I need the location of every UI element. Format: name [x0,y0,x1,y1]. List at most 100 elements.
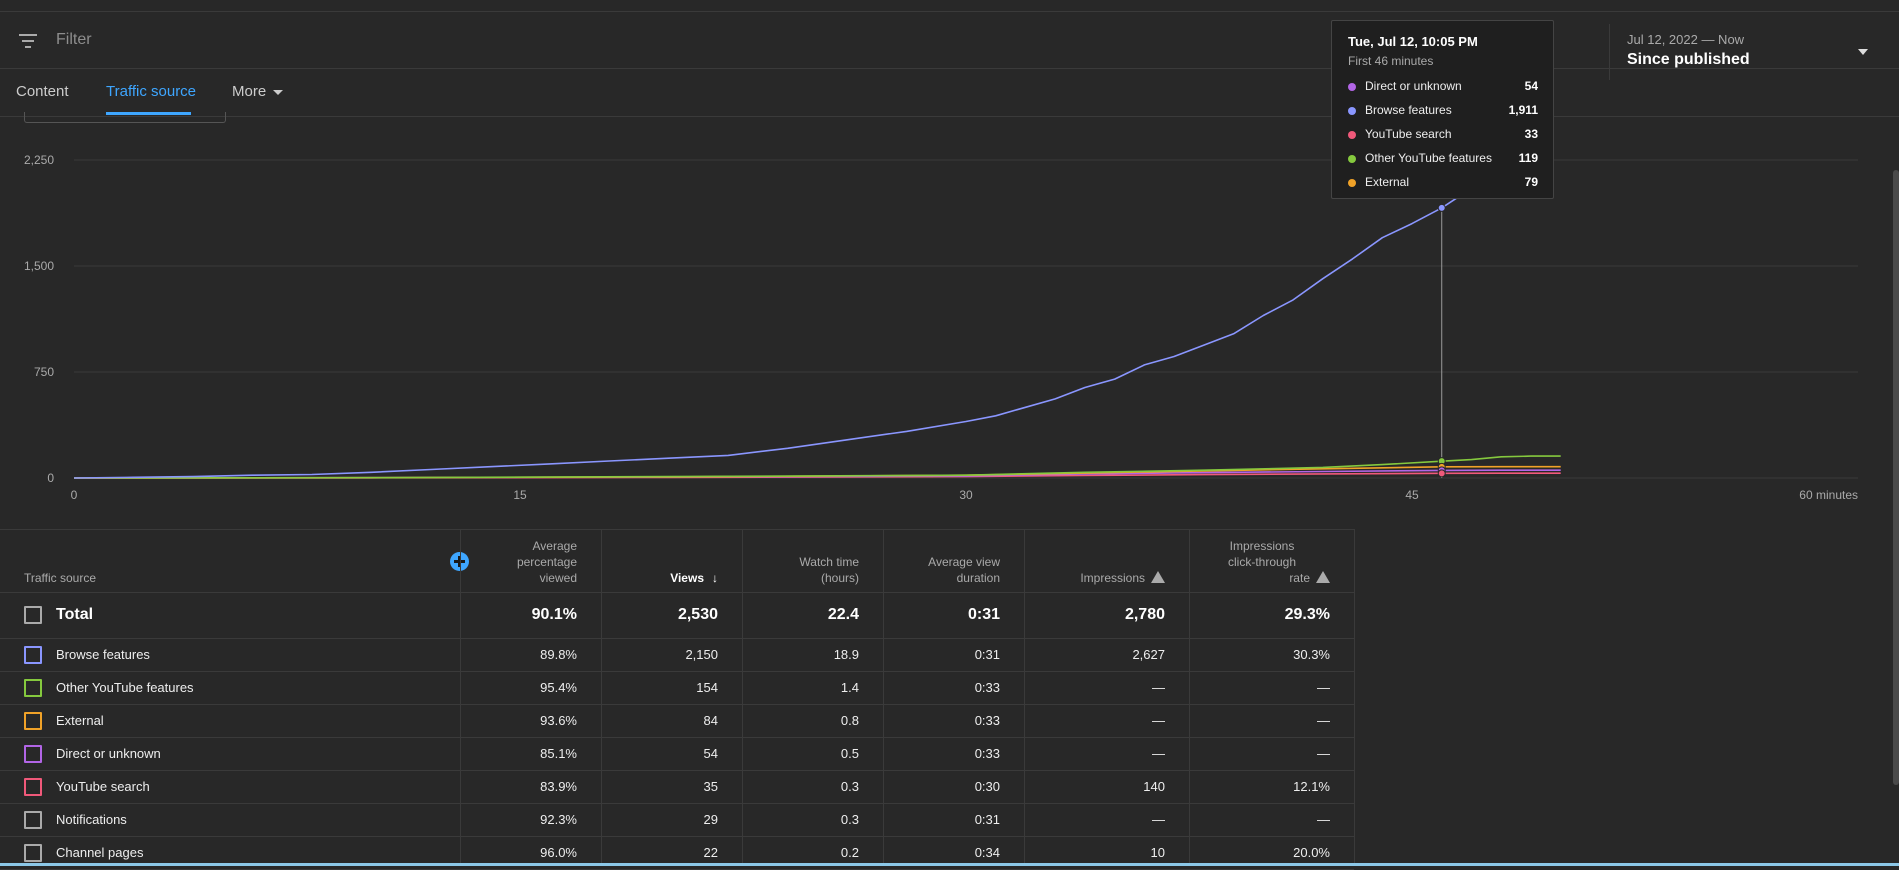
top-edge [0,0,1899,12]
warning-icon[interactable] [1151,571,1165,583]
series-line [73,455,1561,479]
header-avg-percentage[interactable]: Average percentage viewed [516,539,577,585]
tooltip-item: Other YouTube features 119 [1348,151,1538,167]
column-divider [1024,529,1025,866]
row-dur-value: 0:33 [974,713,1000,728]
row-avg_pct-value: 93.6% [540,713,577,728]
row-watch-value: 0.5 [840,746,859,761]
header-traffic-source[interactable]: Traffic source [24,571,97,585]
row-impr-value: 2,780 [1124,606,1165,623]
filter-icon[interactable] [18,34,38,48]
tooltip-item-label: Direct or unknown [1365,79,1462,93]
row-source-name: Direct or unknown [56,746,161,761]
tooltip-item-value: 33 [1524,127,1538,141]
tab-bar: Content Traffic source More [0,69,1899,117]
table-row[interactable]: YouTube search 83.9% 35 0.3 0:30 140 12.1% [0,771,1354,804]
add-column-icon[interactable] [450,552,469,571]
row-checkbox[interactable] [24,712,42,730]
legend-dot-icon [1348,83,1356,91]
legend-dot-icon [1348,131,1356,139]
row-dur-value: 0:34 [974,845,1000,860]
tab-traffic-source[interactable]: Traffic source [106,83,197,100]
row-ctr-value: — [1317,746,1330,761]
warning-icon[interactable] [1316,571,1330,583]
row-avg_pct-value: 95.4% [540,680,577,695]
row-checkbox[interactable] [24,844,42,862]
row-avg_pct-value: 92.3% [540,812,577,827]
metric-card-edge [24,112,226,123]
table-row[interactable]: Notifications 92.3% 29 0.3 0:31 — — [0,804,1354,837]
table-total-row[interactable]: Total 90.1% 2,530 22.4 0:31 2,780 29.3% [0,592,1354,639]
row-ctr-value: 20.0% [1293,845,1330,860]
row-ctr-value: 29.3% [1284,606,1330,623]
header-watch-time[interactable]: Watch time (hours) [799,555,859,585]
row-avg_pct-value: 89.8% [540,647,577,662]
tooltip-item-value: 54 [1524,79,1538,93]
row-checkbox[interactable] [24,606,42,624]
table-row[interactable]: Other YouTube features 95.4% 154 1.4 0:33 — — [0,672,1354,705]
chart-tooltip: Tue, Jul 12, 10:05 PM First 46 minutes D… [1331,20,1554,199]
row-watch-value: 0.3 [840,812,859,827]
row-impr-value: — [1152,812,1165,827]
hover-point [1437,203,1446,212]
row-impr-value: — [1152,713,1165,728]
x-tick-label: 30 [959,488,973,502]
table-row[interactable]: Direct or unknown 85.1% 54 0.5 0:33 — — [0,738,1354,771]
row-views-value: 2,530 [677,606,718,623]
header-avg-view-duration[interactable]: Average view duration [928,555,1000,585]
y-tick-label: 1,500 [24,259,54,273]
table-header: Traffic source Average percentage viewed V… [0,529,1354,593]
x-tick-label: 15 [513,488,527,502]
x-tick-label: 45 [1405,488,1419,502]
row-checkbox[interactable] [24,811,42,829]
tooltip-subtitle: First 46 minutes [1348,54,1434,68]
row-checkbox[interactable] [24,778,42,796]
row-avg_pct-value: 85.1% [540,746,577,761]
tooltip-item-label: Other YouTube features [1365,151,1492,165]
date-range-selector[interactable]: Jul 12, 2022 — Now Since published [1609,24,1899,80]
row-views-value: 84 [703,713,718,728]
header-impressions[interactable]: Impressions [1029,570,1165,586]
column-divider [460,529,461,866]
column-divider [742,529,743,866]
row-checkbox[interactable] [24,745,42,763]
legend-dot-icon [1348,107,1356,115]
row-ctr-value: — [1317,812,1330,827]
active-tab-indicator [106,112,191,115]
row-watch-value: 18.9 [833,647,859,662]
header-ctr[interactable]: Impressions click-through rate [1194,538,1330,586]
table-row[interactable]: External 93.6% 84 0.8 0:33 — — [0,705,1354,738]
filter-input[interactable]: Filter [56,31,92,48]
tab-content[interactable]: Content [16,83,69,100]
legend-dot-icon [1348,179,1356,187]
row-impr-value: — [1152,680,1165,695]
row-dur-value: 0:31 [974,647,1000,662]
row-watch-value: 0.2 [840,845,859,860]
hover-point [1437,469,1446,478]
tooltip-date: Tue, Jul 12, 10:05 PM [1348,34,1478,49]
row-watch-value: 22.4 [827,606,859,623]
row-source-name: External [56,713,104,728]
column-divider [601,529,602,866]
tab-more[interactable]: More [232,83,284,100]
row-ctr-value: — [1317,680,1330,695]
row-checkbox[interactable] [24,646,42,664]
y-tick-label: 750 [34,365,54,379]
column-divider [1189,529,1190,866]
row-views-value: 2,150 [685,647,718,662]
traffic-line-chart[interactable]: 2,250 1,500 750 0 0 15 30 45 60 minutes [0,117,1899,529]
table-row[interactable]: Browse features 89.8% 2,150 18.9 0:31 2,627 30… [0,639,1354,672]
scrollbar[interactable] [1893,170,1899,785]
row-checkbox[interactable] [24,679,42,697]
row-source-name: Notifications [56,812,127,827]
row-impr-value: 2,627 [1132,647,1165,662]
row-views-value: 154 [696,680,718,695]
row-views-value: 29 [703,812,718,827]
header-views[interactable]: Views ↓ [670,571,718,585]
row-dur-value: 0:31 [967,606,1000,623]
row-source-name: Other YouTube features [56,680,194,695]
row-impr-value: — [1152,746,1165,761]
dropdown-caret-icon[interactable] [1858,49,1868,55]
row-views-value: 35 [703,779,718,794]
row-views-value: 22 [703,845,718,860]
